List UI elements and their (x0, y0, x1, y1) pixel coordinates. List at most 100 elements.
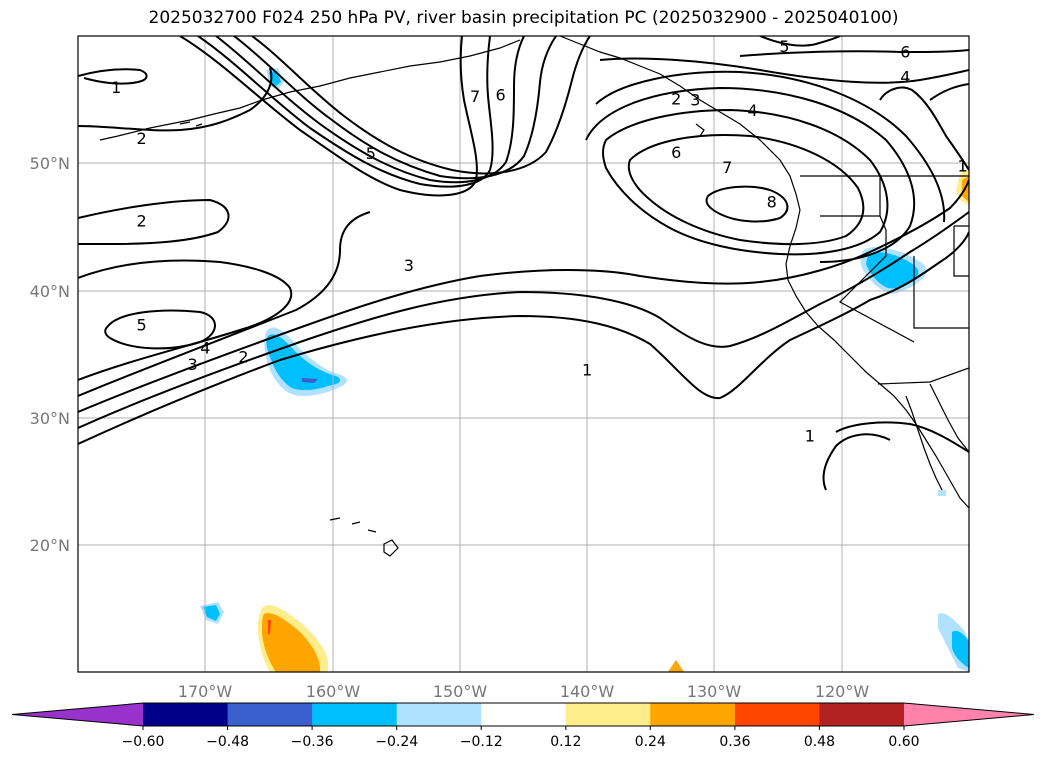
colorbar-tick-label: −0.12 (460, 734, 503, 750)
contour-label: 3 (188, 355, 198, 374)
contour-right-7 (929, 83, 969, 101)
contour-5-closed (104, 309, 216, 350)
contour-label: 2 (137, 129, 147, 148)
negative-region-california-core (866, 252, 919, 289)
gulf-california (929, 383, 969, 453)
lat-tick-label: 30°N (30, 409, 70, 428)
us-west-coast (785, 209, 969, 509)
contour-2-west (78, 198, 230, 245)
colorbar-tick-label: 0.60 (888, 734, 919, 750)
contour-label: 3 (690, 91, 700, 110)
contour-label: 1 (582, 360, 592, 379)
colorbar-segment (565, 703, 651, 726)
contour-2-south (78, 211, 969, 429)
small-island-1 (695, 123, 705, 137)
negative-region-small-west-core (203, 605, 220, 621)
contour-ridge-8 (705, 185, 789, 223)
contour-ridge-6 (602, 108, 889, 256)
map-frame (77, 35, 970, 673)
colorbar-segment (143, 703, 229, 726)
contour-5-west (78, 259, 293, 381)
state-border-4 (953, 225, 969, 277)
contour-label: 6 (900, 42, 910, 61)
contour-1-northwest (78, 68, 148, 85)
colorbar-tick-label: −0.36 (291, 734, 334, 750)
colorbar-segment (396, 703, 482, 726)
contour-label: 4 (748, 101, 758, 120)
contour-label: 6 (671, 143, 681, 162)
contour-label: 5 (779, 37, 789, 56)
hawaii-islands (329, 517, 399, 557)
contour-1-south (78, 231, 969, 445)
colorbar-tick-label: 0.36 (719, 734, 750, 750)
contour-jet-1 (179, 36, 478, 197)
negative-region-central-pacific-min (302, 378, 318, 383)
positive-region-subtropical-max (268, 620, 271, 634)
colorbar-tick-label: 0.12 (550, 734, 581, 750)
map-title: 2025032700 F024 250 hPa PV, river basin … (148, 8, 899, 28)
contour-jet-2 (197, 36, 494, 188)
contour-label: 5 (366, 144, 376, 163)
colorbar-tick-label: −0.60 (122, 734, 165, 750)
contour-label: 2 (238, 348, 248, 367)
colorbar-tick-label: −0.24 (375, 734, 418, 750)
small-island-2 (179, 121, 203, 127)
contour-ridge-5 (585, 86, 916, 263)
colorbar-segment (650, 703, 736, 726)
contour-label: 7 (470, 87, 480, 106)
lon-tick-label: 160°W (306, 682, 361, 701)
lon-tick-label: 150°W (433, 682, 488, 701)
contour-label: 5 (137, 316, 147, 335)
contour-label: 3 (404, 256, 414, 275)
colorbar-segment (312, 703, 398, 726)
contour-label: 4 (900, 68, 910, 87)
contour-upper-6 (739, 49, 969, 57)
contour-jet-5 (251, 36, 591, 175)
map-background (78, 36, 969, 672)
gridlines (78, 36, 969, 672)
contour-label: 2 (671, 89, 681, 108)
pv-contours (78, 36, 969, 491)
colorbar: −0.60 −0.48 −0.36 −0.24 −0.12 0.12 0.24 0.36 0.4… (11, 702, 1035, 750)
contour-3-south (78, 179, 969, 413)
contour-jet-4 (233, 36, 557, 180)
lat-tick-label: 50°N (30, 154, 70, 173)
contour-label: 2 (137, 211, 147, 230)
coastlines (99, 36, 969, 557)
lat-tick-label: 20°N (30, 536, 70, 555)
contour-upper-5 (759, 36, 841, 47)
alaska-peninsula (99, 39, 521, 141)
contour-label: 6 (496, 86, 506, 105)
contour-ridge-7 (627, 134, 865, 246)
colorbar-extend-low (12, 703, 143, 726)
lon-tick-label: 170°W (178, 682, 233, 701)
colorbar-tick-label: 0.24 (635, 734, 666, 750)
contour-label: 1 (958, 157, 968, 176)
contour-jet-3 (215, 36, 525, 184)
contour-label: 7 (722, 158, 732, 177)
contour-1-southeast (835, 421, 969, 453)
positive-region-subtropical-core (262, 613, 320, 672)
lon-tick-label: 140°W (560, 682, 615, 701)
negative-region-baja-dot (938, 490, 946, 496)
colorbar-segment (819, 703, 905, 726)
contour-ridge-4 (595, 70, 946, 223)
baja-california (905, 395, 943, 491)
colorbar-segment (227, 703, 313, 726)
contour-label: 8 (767, 192, 777, 211)
colorbar-segment (481, 703, 567, 726)
colorbar-segment (734, 703, 820, 726)
contour-1-southeast-lower (822, 433, 891, 491)
positive-region-small-south (668, 660, 684, 672)
pc-shading (200, 68, 969, 672)
alaska-coast (559, 36, 801, 211)
contour-4-south (78, 211, 371, 397)
lon-tick-labels: 170°W 160°W 150°W 140°W 130°W 120°W (178, 682, 870, 701)
colorbar-tick-label: −0.48 (206, 734, 249, 750)
contour-upper-4 (599, 57, 969, 84)
contour-label: 1 (805, 426, 815, 445)
colorbar-extend-high (904, 703, 1034, 726)
negative-region-southeast-core (952, 630, 969, 668)
